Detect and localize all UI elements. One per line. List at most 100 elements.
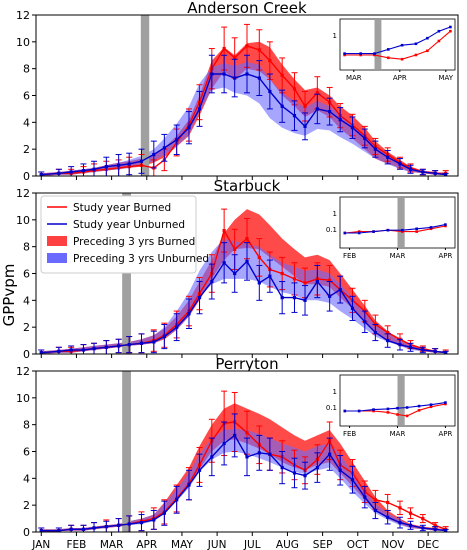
y-tick-label: 0	[23, 170, 30, 183]
data-point	[39, 351, 43, 355]
data-point	[363, 136, 367, 141]
data-point	[315, 91, 319, 95]
inset-unburned-line-point	[372, 230, 375, 233]
legend-entry: Preceding 3 yrs Burned	[73, 236, 195, 248]
data-point	[373, 330, 377, 335]
inset-y-tick-label: 1	[333, 388, 337, 396]
data-point	[117, 344, 121, 348]
legend-swatch	[47, 236, 67, 246]
data-point	[257, 76, 261, 80]
inset-x-tick-label: MAR	[390, 430, 406, 438]
data-point	[303, 281, 307, 285]
y-tick-label: 12	[16, 365, 30, 378]
data-point	[268, 59, 272, 63]
inset-y-tick-label: 0.1	[326, 226, 337, 234]
inset-y-tick-label: 1	[333, 210, 337, 218]
legend: Study year Burned Study year Unburned Prec…	[40, 195, 209, 274]
inset-unburned-line-point	[373, 52, 376, 55]
data-point	[139, 341, 144, 345]
data-point	[222, 261, 226, 265]
inset-burned-line-point	[400, 57, 404, 61]
data-point	[373, 508, 377, 513]
data-point	[303, 474, 307, 478]
data-point	[39, 173, 43, 177]
inset-burned-line-point	[444, 224, 447, 228]
data-point	[92, 347, 96, 351]
data-point	[245, 237, 249, 241]
inset-burned-line-point	[415, 230, 418, 233]
data-point	[268, 452, 272, 456]
y-tick-label: 0	[23, 526, 30, 539]
data-point	[338, 118, 342, 122]
data-point	[69, 348, 73, 352]
data-point	[268, 274, 272, 278]
data-point	[175, 498, 179, 502]
inset-unburned-line-point	[372, 408, 375, 411]
y-tick-label: 10	[16, 214, 30, 227]
data-point	[117, 163, 121, 167]
inset-unburned-line-point	[387, 48, 390, 51]
x-tick-label: OCT	[347, 539, 370, 550]
data-point	[210, 72, 214, 76]
data-point	[268, 89, 272, 94]
data-point	[197, 107, 202, 111]
inset-unburned-line-point	[400, 43, 404, 47]
legend-box	[40, 195, 197, 274]
data-point	[292, 471, 297, 475]
band-preceding-3-yrs-burned	[41, 209, 446, 354]
data-point	[280, 104, 284, 108]
y-tick-label: 2	[23, 143, 30, 156]
inset-chart: 1 MAR APR MAY	[333, 18, 456, 82]
inset-burned-line	[344, 225, 446, 234]
inset-unburned-line-point	[444, 223, 447, 226]
data-point	[398, 343, 402, 347]
data-point	[444, 173, 448, 177]
inset-unburned-line-point	[414, 42, 418, 46]
data-point	[57, 171, 61, 175]
data-point	[245, 72, 249, 76]
inset-unburned-line-point	[357, 409, 361, 413]
data-point	[315, 279, 319, 284]
y-tick-label: 8	[23, 419, 30, 432]
data-point	[444, 351, 448, 355]
data-point	[257, 451, 261, 455]
data-point	[245, 431, 249, 435]
y-tick-label: 10	[16, 36, 30, 49]
inset-unburned-line-point	[426, 36, 429, 40]
data-point	[57, 349, 61, 353]
inset-burned-line-point	[414, 53, 418, 57]
inset-unburned-line-point	[449, 25, 452, 29]
data-point	[408, 345, 413, 349]
inset-x-tick-label: MAY	[439, 74, 454, 82]
data-point	[363, 320, 367, 324]
inset-burned-line-point	[429, 405, 433, 409]
data-point	[69, 527, 73, 531]
inset-burned-line-point	[396, 413, 399, 416]
y-tick-label: 4	[23, 116, 30, 129]
x-tick-label: JUL	[243, 539, 261, 550]
legend-entry: Study year Unburned	[73, 219, 185, 231]
data-point	[175, 138, 179, 142]
data-point	[408, 167, 413, 171]
data-point	[152, 518, 156, 522]
x-tick-label: MAY	[171, 539, 193, 550]
inset-unburned-line-point	[415, 227, 418, 231]
event-marker	[122, 371, 131, 532]
data-point	[315, 107, 319, 111]
data-point	[292, 87, 297, 91]
inset-burned-line-point	[357, 230, 361, 233]
inset-unburned-line-point	[400, 228, 404, 232]
inset-unburned-line-point	[429, 226, 433, 229]
inset-unburned-line-point	[357, 231, 361, 235]
inset-x-tick-label: MAR	[346, 74, 362, 82]
data-point	[303, 104, 307, 108]
legend-entry: Study year Burned	[73, 202, 171, 214]
data-point	[350, 126, 355, 130]
data-point	[373, 147, 377, 151]
y-tick-label: 6	[23, 446, 30, 459]
data-point	[421, 348, 425, 352]
data-point	[398, 521, 402, 525]
inset-unburned-line	[344, 224, 446, 234]
x-tick-label: JAN	[31, 539, 50, 550]
